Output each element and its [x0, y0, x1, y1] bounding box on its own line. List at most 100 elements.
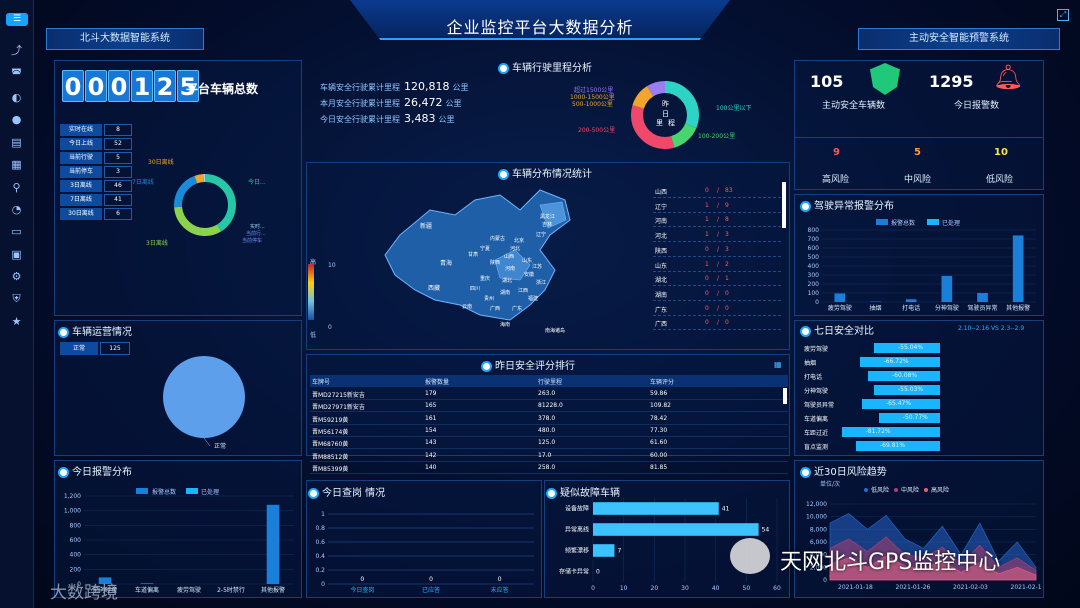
page-title: 企业监控平台大数据分析	[446, 18, 634, 37]
rank-scrollbar[interactable]	[783, 388, 787, 404]
y-tick-label: 800	[808, 227, 820, 234]
risk-low-count: 10	[994, 147, 1008, 158]
province-total: 83	[725, 187, 733, 194]
table-row[interactable]: 晋M68760黄 143 125.0 61.60	[310, 437, 788, 450]
query-title: 今日查岗 情况	[310, 484, 385, 499]
map-scale-bar	[308, 264, 314, 320]
shield-icon[interactable]: ⛨	[12, 292, 21, 305]
mileage-unit: 公里	[438, 115, 455, 124]
compare-label: 车道偏离	[804, 416, 829, 423]
bar	[905, 299, 917, 302]
y-tick-label: 频繁漂移	[565, 547, 589, 555]
province-row[interactable]: 广西 0 / 0	[653, 316, 781, 331]
table-row[interactable]: 晋M56174黄 154 480.0 77.30	[310, 425, 788, 437]
compare-row: 盲点监测 -69.81%	[800, 440, 1040, 452]
menu-icon[interactable]: ☰	[6, 13, 28, 26]
y-tick-label: 0.4	[315, 553, 325, 560]
legend-label: 高风险	[931, 486, 949, 494]
map-label: 宁夏	[480, 245, 490, 252]
y-tick-label: 700	[808, 236, 820, 243]
y-tick-label: 300	[808, 272, 820, 279]
province-row[interactable]: 湖南 0 / 0	[653, 287, 781, 301]
screen-icon[interactable]: ▣	[11, 248, 22, 261]
table-cell: 晋M68760黄	[312, 441, 349, 449]
province-online: 0	[705, 187, 709, 194]
table-row[interactable]: 晋MD27215新安吉 179 263.0 59.86	[310, 388, 788, 400]
fullscreen-icon[interactable]: ⤢	[1057, 9, 1069, 21]
table-row[interactable]: 晋M85399黄 140 258.0 81.85	[310, 462, 788, 474]
report-icon[interactable]: ▦	[11, 158, 22, 171]
data-label: 0	[596, 569, 600, 576]
table-row[interactable]: 晋MD27971新安吉 165 81228.0 109.82	[310, 400, 788, 413]
legend-label: 中风险	[901, 486, 919, 494]
map-label: 贵州	[484, 295, 494, 302]
compare-bar	[841, 427, 940, 437]
legend-dot	[864, 488, 868, 492]
compare-percent: -60.08%	[892, 372, 918, 379]
rank-header: 车牌号 报警数量 行驶里程 车辆评分	[310, 375, 788, 387]
compare-bar	[874, 343, 940, 353]
table-cell: 81.85	[650, 463, 668, 471]
digit: 0	[85, 70, 107, 102]
status-donut: 30日离线 7日离线 3日离线 今日... 实时... 当前行... 当前停车	[132, 158, 266, 247]
province-total: 0	[725, 304, 729, 312]
province-name: 湖南	[655, 291, 668, 299]
donut-label: 200-500公里	[578, 127, 615, 134]
risk-high-count: 9	[833, 147, 840, 158]
risk-low-label: 低风险	[986, 175, 1014, 185]
table-row[interactable]: 晋M88512黄 142 17.0 60.00	[310, 450, 788, 462]
map-label: 陕西	[490, 259, 500, 266]
province-row[interactable]: 陕西 0 / 3	[653, 243, 781, 257]
province-sep: /	[717, 275, 720, 283]
province-row[interactable]: 河北 1 / 3	[653, 228, 781, 243]
mileage-row: 车辆安全行驶累计里程 120,818 公里	[320, 80, 469, 93]
star-icon[interactable]: ★	[11, 315, 22, 328]
province-row[interactable]: 辽宁 1 / 9	[653, 199, 781, 213]
table-cell: 晋MD27971新安吉	[312, 404, 365, 412]
province-scrollbar[interactable]	[782, 182, 786, 228]
tree-icon[interactable]: ⚲	[12, 181, 21, 194]
province-row[interactable]: 广东 0 / 0	[653, 302, 781, 316]
data-label: 0	[429, 576, 433, 583]
province-total: 8	[725, 216, 729, 224]
gear-icon[interactable]: ⚙	[11, 270, 22, 283]
qr-icon[interactable]: ▦	[774, 360, 782, 369]
province-name: 广西	[655, 321, 668, 329]
compare-row: 疲劳驾驶 -55.04%	[800, 342, 1040, 354]
query-chart: 1 0.8 0.6 0.4 0.2 0 0 今日查岗 0 已应答 0 未应答	[315, 511, 534, 594]
fault-title: 疑似故障车辆	[548, 484, 620, 499]
china-map[interactable]: 新疆 西藏 青海 甘肃 四川 云南 内蒙古 黑龙江 吉林 辽宁 北京 河北 山东…	[380, 180, 580, 340]
mileage-row: 本月安全行驶累计里程 26,472 公里	[320, 96, 462, 109]
province-row[interactable]: 河南 1 / 8	[653, 213, 781, 228]
y-tick-label: 0.8	[315, 525, 325, 532]
digit: 5	[177, 70, 199, 102]
monitor-icon[interactable]: ▭	[11, 225, 22, 238]
table-cell: 258.0	[538, 463, 556, 471]
x-tick-label: 2021-01-18	[838, 584, 873, 591]
fault-chart: 0 10 20 30 40 50 60 设备故障 41 异常离线 54 频繁漂移 7 存储卡异常 0	[559, 498, 781, 592]
province-online: 1	[705, 201, 709, 209]
pie-icon[interactable]: ◔	[11, 203, 22, 216]
y-tick-label: 存储卡异常	[559, 568, 589, 576]
car-icon[interactable]: ◚	[11, 67, 22, 80]
status-row: 30日离线 6	[60, 208, 134, 220]
table-row[interactable]: 晋M59219黄 161 378.0 78.42	[310, 413, 788, 425]
chart-line-icon[interactable]: ⤴	[11, 44, 22, 57]
donut-center: 日	[662, 110, 669, 118]
doc-check-icon[interactable]: ▤	[11, 136, 22, 149]
donut-label: 500-1000公里	[572, 101, 613, 108]
province-row[interactable]: 湖北 0 / 1	[653, 272, 781, 287]
donut-label: 1000-1500公里	[570, 94, 615, 101]
province-name: 湖北	[655, 277, 668, 285]
gauge-icon[interactable]: ◐	[11, 91, 22, 104]
status-row: 当前停车 3	[60, 166, 134, 178]
province-online: 0	[705, 319, 709, 327]
legend-dot	[924, 488, 928, 492]
corner-watermark: 大数跨境	[50, 583, 118, 603]
province-sep: /	[717, 216, 720, 224]
province-row[interactable]: 山西 0 / 83	[653, 184, 781, 198]
province-row[interactable]: 山东 1 / 2	[653, 258, 781, 272]
user-icon[interactable]: ●	[11, 113, 22, 126]
table-cell: 晋MD27215新安吉	[312, 392, 365, 399]
legend-label: 报警总数	[891, 220, 916, 227]
